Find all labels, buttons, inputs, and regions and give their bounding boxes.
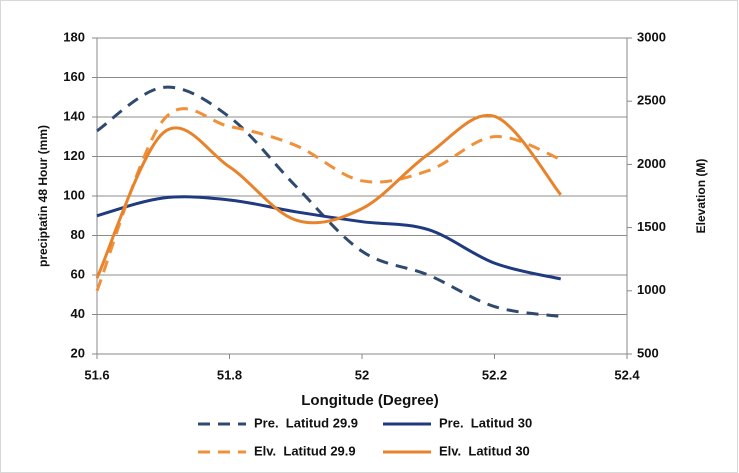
series-line [96, 195, 562, 281]
y-tick-label: 80 [71, 227, 85, 242]
y2-tick-label: 3000 [637, 29, 666, 44]
legend-label: Elv. Latitud 29.9 [254, 443, 356, 458]
y-tick-label: 60 [71, 266, 85, 281]
y-tick-label: 100 [63, 187, 85, 202]
y-axis-title: preciptatin 48 Hour (mm) [36, 125, 50, 267]
x-tick-label: 51.6 [84, 367, 109, 382]
y-tick-label: 180 [63, 29, 85, 44]
y2-tick-label: 2000 [637, 156, 666, 171]
x-tick-label: 52 [355, 367, 369, 382]
y2-tick-label: 1500 [637, 219, 666, 234]
legend-label: Pre. Latitud 29.9 [254, 415, 358, 430]
y-tick-label: 140 [63, 108, 85, 123]
series-line [95, 113, 562, 279]
y2-axis-title: Elevation (M) [694, 159, 708, 234]
y2-tick-label: 500 [637, 345, 659, 360]
y-tick-label: 160 [63, 69, 85, 84]
legend-label: Elv. Latitud 30 [439, 443, 530, 458]
x-tick-label: 51.8 [217, 367, 242, 382]
y-tick-label: 40 [71, 306, 85, 321]
legend-label: Pre. Latitud 30 [439, 415, 532, 430]
series-line [95, 107, 562, 292]
x-tick-label: 52.4 [614, 367, 640, 382]
x-tick-label: 52.2 [482, 367, 507, 382]
y-tick-label: 120 [63, 148, 85, 163]
y2-tick-label: 2500 [637, 93, 666, 108]
y-tick-label: 20 [71, 345, 85, 360]
y2-tick-label: 1000 [637, 282, 666, 297]
x-axis-title: Longitude (Degree) [301, 392, 439, 409]
